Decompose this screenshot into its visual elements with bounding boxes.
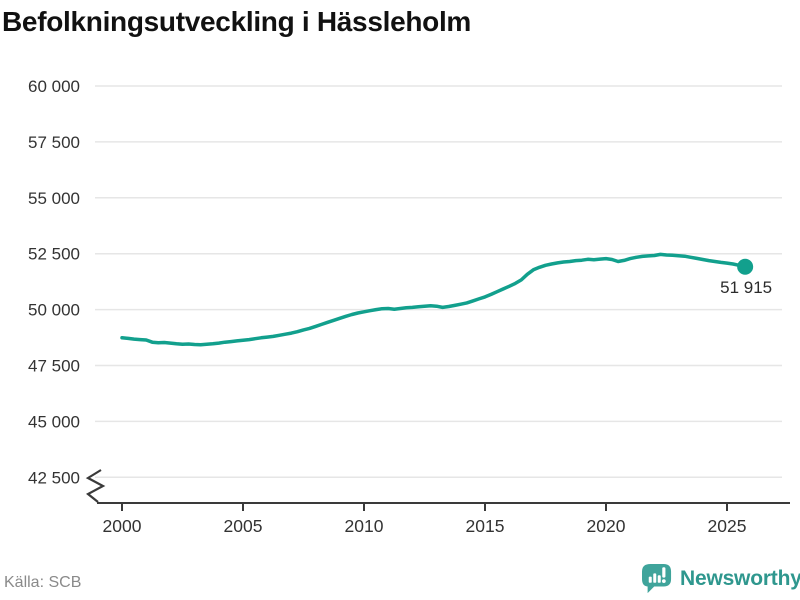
source-label: Källa: SCB	[4, 574, 82, 591]
population-line	[120, 252, 747, 347]
page-title: Befolkningsutveckling i Hässleholm	[2, 6, 472, 37]
logo-bar-3	[657, 575, 661, 583]
x-tick-label: 2010	[345, 516, 384, 536]
newsworthy-wordmark: Newsworthy	[680, 567, 800, 590]
logo-bar-2	[653, 573, 657, 583]
endpoint-dot	[737, 258, 754, 275]
newsworthy-logo-icon	[642, 564, 672, 594]
endpoint-value-label: 51 915	[720, 278, 772, 297]
x-tick-label: 2025	[708, 516, 747, 536]
x-tick-label: 2000	[103, 516, 142, 536]
y-tick-label: 52 500	[28, 245, 80, 264]
axis-break-icon	[85, 469, 106, 503]
newsworthy-brand-link[interactable]: Newsworthy	[642, 562, 800, 596]
y-tick-label: 45 000	[28, 412, 80, 431]
x-tick-label: 2015	[466, 516, 505, 536]
y-tick-label: 42 500	[28, 468, 80, 487]
y-tick-label: 60 000	[28, 77, 80, 96]
y-tick-label: 55 000	[28, 189, 80, 208]
y-tick-label: 47 500	[28, 357, 80, 376]
x-tick-label: 2020	[587, 516, 626, 536]
logo-bubble	[642, 564, 672, 594]
logo-exclamation-dot	[661, 579, 666, 584]
logo-bar-1	[648, 576, 652, 583]
y-tick-label: 50 000	[28, 301, 80, 320]
y-tick-label: 57 500	[28, 133, 80, 152]
x-tick-label: 2005	[224, 516, 263, 536]
logo-exclamation-bar	[662, 567, 666, 578]
